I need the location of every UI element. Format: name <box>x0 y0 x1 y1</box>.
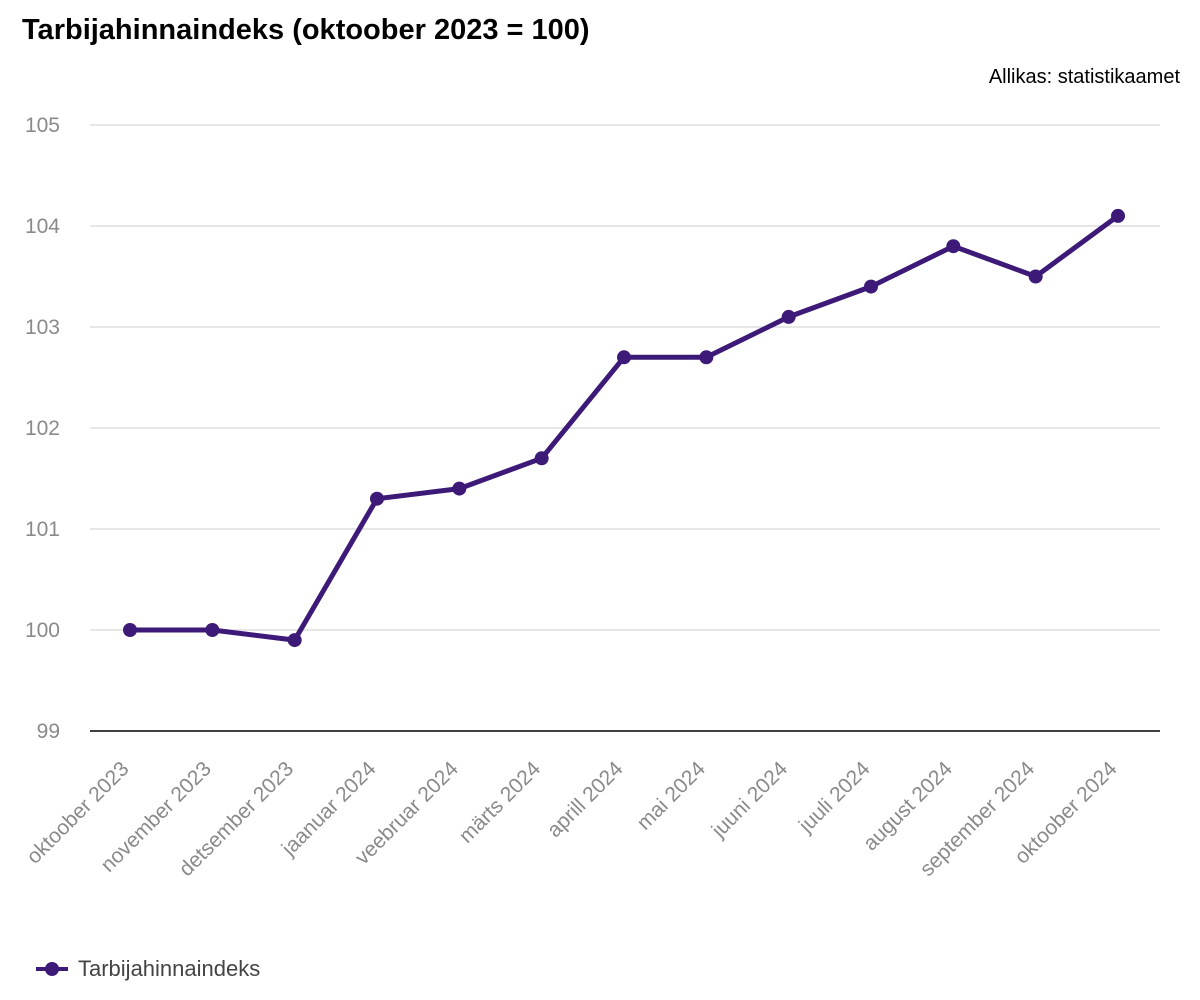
series-layer <box>123 208 1125 648</box>
y-tick-label: 100 <box>25 619 60 642</box>
data-point[interactable] <box>1028 269 1043 284</box>
y-tick-label: 99 <box>37 720 60 743</box>
data-point[interactable] <box>864 279 878 294</box>
y-axis-tick-labels: 99 100 101 102 103 104 105 <box>25 114 60 743</box>
legend[interactable]: Tarbijahinnaindeks <box>36 956 260 982</box>
x-tick-label: aprill 2024 <box>543 757 628 842</box>
x-tick-label: märts 2024 <box>455 757 546 848</box>
data-point[interactable] <box>370 491 384 506</box>
x-tick-label: juuni 2024 <box>707 757 793 843</box>
data-point[interactable] <box>617 350 631 365</box>
chart-source: Allikas: statistikaamet <box>988 66 1180 88</box>
data-point[interactable] <box>123 623 137 637</box>
y-tick-label: 101 <box>25 518 60 541</box>
y-tick-label: 105 <box>25 114 60 137</box>
data-point[interactable] <box>452 481 467 496</box>
data-point[interactable] <box>781 309 796 324</box>
data-point[interactable] <box>699 350 714 365</box>
legend-series-marker <box>36 961 68 977</box>
x-tick-label: juuli 2024 <box>794 757 875 838</box>
data-point[interactable] <box>1111 208 1125 223</box>
y-tick-label: 103 <box>25 316 60 339</box>
y-tick-label: 104 <box>25 215 60 238</box>
x-tick-label: mai 2024 <box>633 757 711 835</box>
data-point[interactable] <box>287 633 302 648</box>
grid-lines <box>90 124 1160 732</box>
data-point[interactable] <box>946 239 961 254</box>
data-point[interactable] <box>534 451 549 466</box>
legend-series-label: Tarbijahinnaindeks <box>78 956 261 981</box>
y-tick-label: 102 <box>25 417 60 440</box>
chart-title: Tarbijahinnaindeks (oktoober 2023 = 100) <box>22 14 590 46</box>
legend-marker-dot <box>45 962 59 976</box>
data-point[interactable] <box>205 623 220 637</box>
